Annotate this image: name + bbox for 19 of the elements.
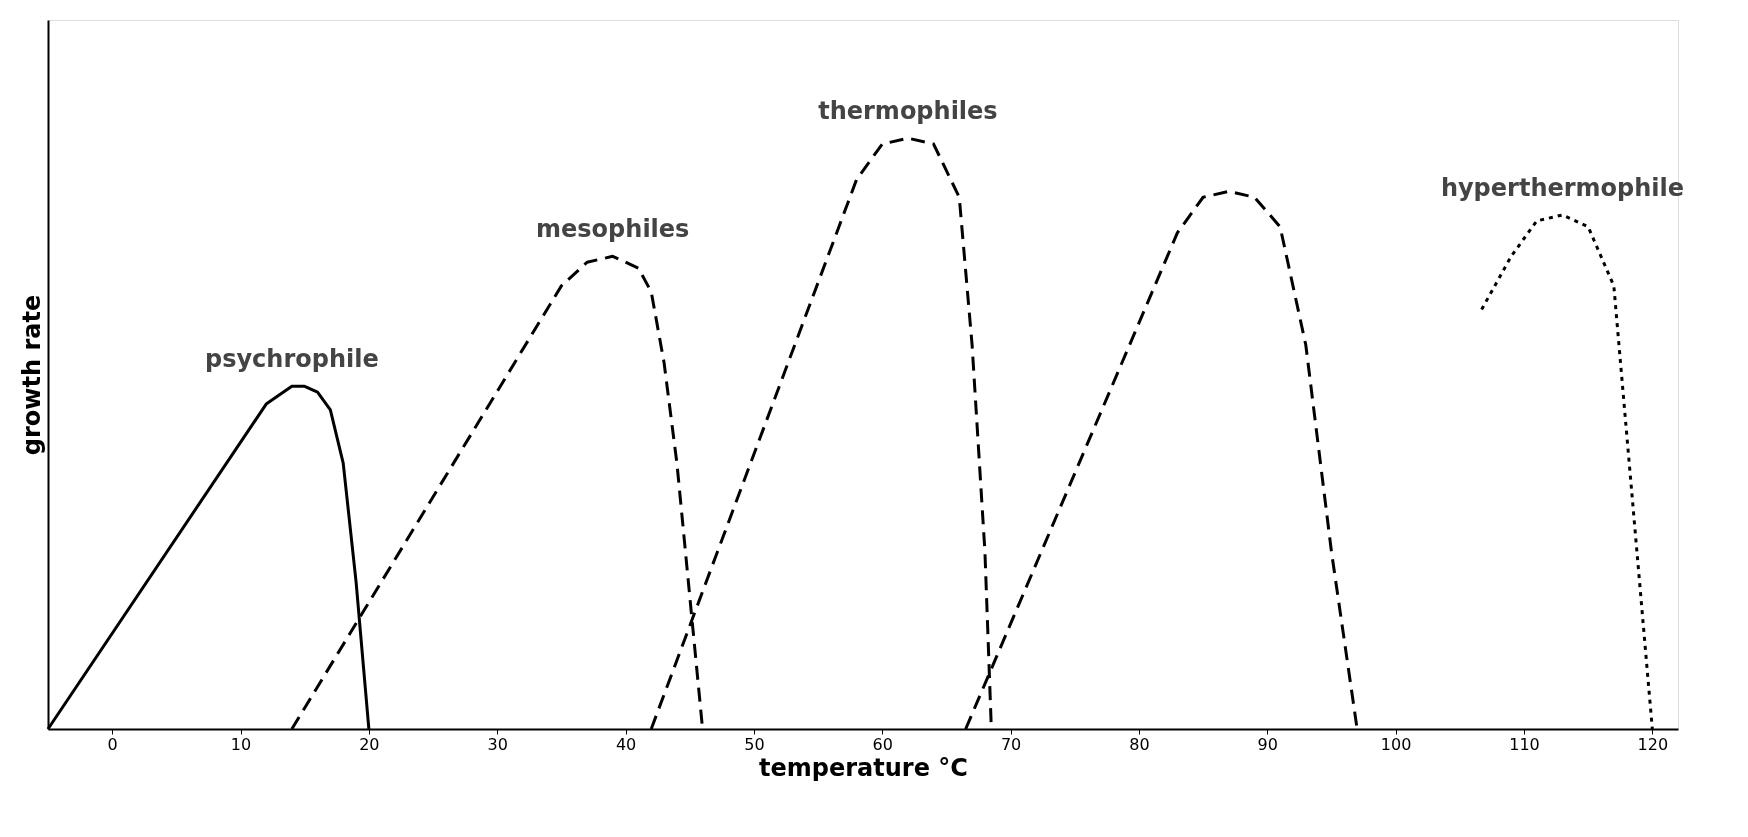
x-axis-title: temperature °C [759, 753, 968, 782]
x-tick-label: 80 [1129, 734, 1150, 754]
x-tick-label: 0 [107, 734, 118, 754]
series-label: psychrophile [204, 345, 379, 374]
x-tick-label: 70 [1000, 734, 1022, 754]
x-tick-label: 120 [1637, 734, 1669, 754]
x-tick-label: 60 [872, 734, 893, 754]
series-label: thermophiles [818, 97, 998, 126]
x-tick-label: 40 [615, 734, 637, 754]
x-tick-label: 30 [487, 734, 508, 754]
x-tick-label: 10 [230, 734, 252, 754]
y-axis-title: growth rate [17, 294, 46, 456]
x-tick-label: 110 [1509, 734, 1540, 754]
x-tick-label: 50 [744, 734, 765, 754]
x-tick-label: 20 [359, 734, 380, 754]
x-tick-label: 100 [1380, 734, 1412, 754]
series-label: mesophiles [536, 215, 690, 244]
x-tick-label: 90 [1257, 734, 1278, 754]
series-label: hyperthermophile [1440, 173, 1685, 202]
